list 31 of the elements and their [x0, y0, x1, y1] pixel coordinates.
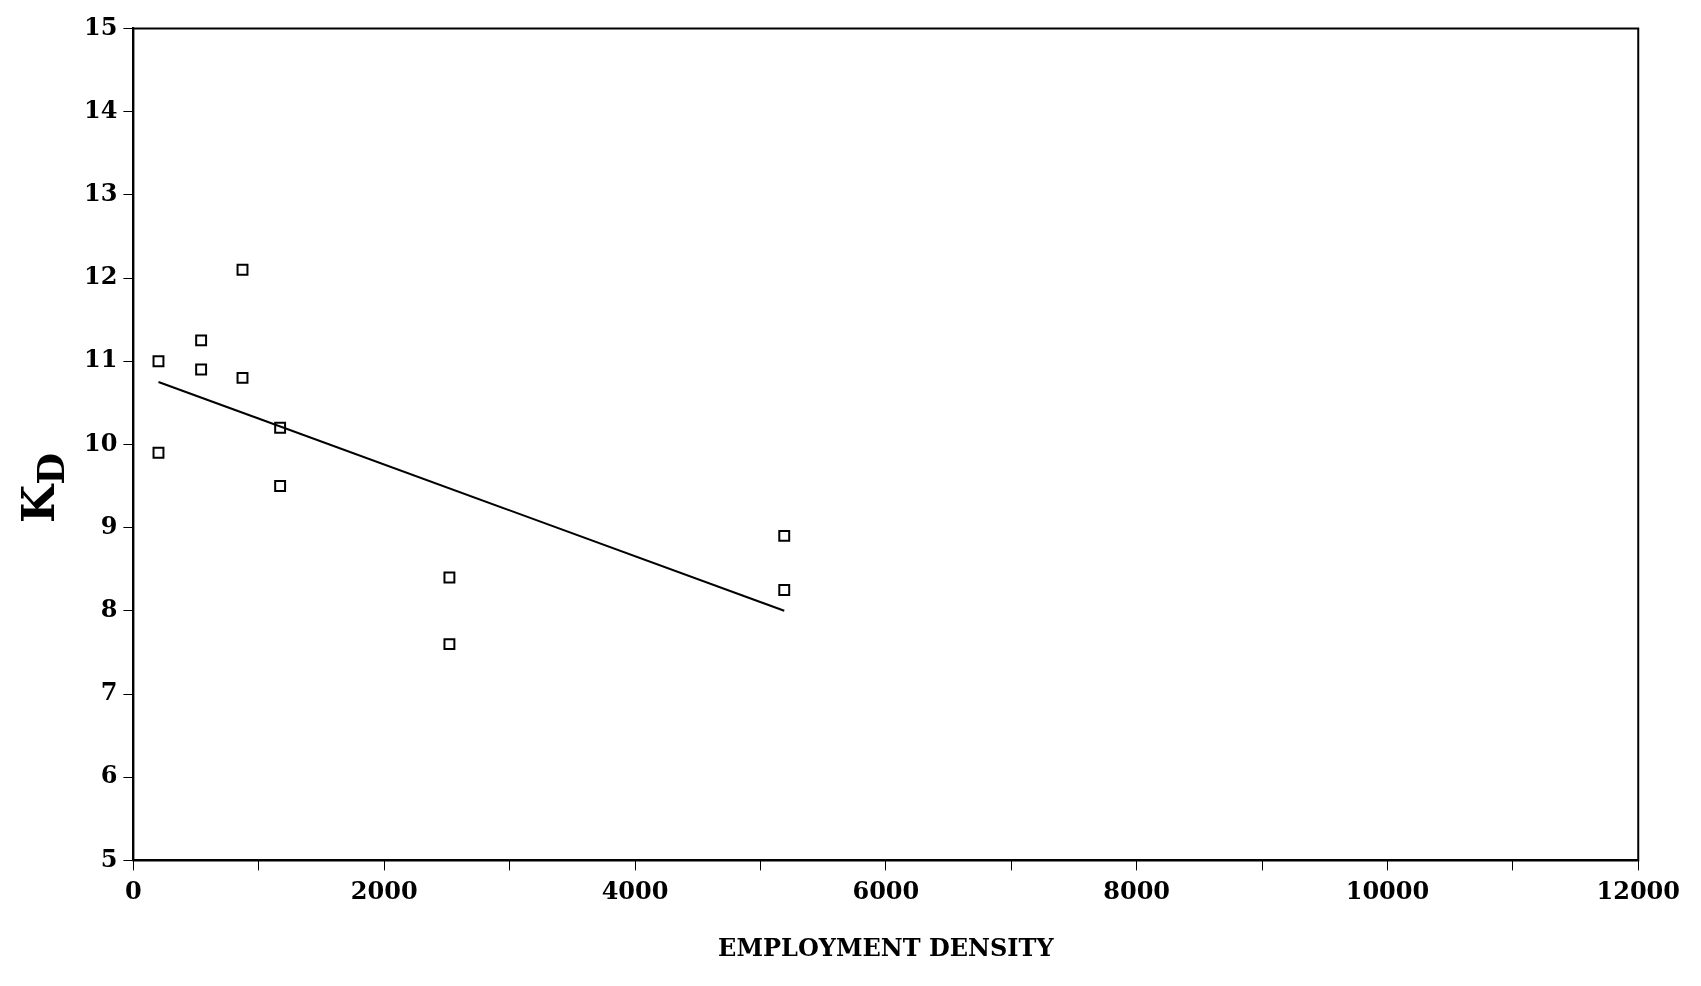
x-tick-label: 6000	[852, 876, 920, 906]
x-tick-label: 8000	[1103, 876, 1171, 906]
point	[152, 355, 165, 368]
x-tick-label: 4000	[601, 876, 669, 906]
y-tick-label: 8	[100, 594, 118, 624]
x-tick-label: 12000	[1596, 876, 1680, 906]
point	[236, 263, 249, 276]
point	[274, 421, 287, 434]
y-tick-label: 6	[100, 760, 118, 790]
point	[778, 529, 791, 542]
y-tick-label: 15	[83, 11, 118, 41]
x-tick-label: 2000	[350, 876, 418, 906]
y-tick-label: 13	[83, 178, 118, 208]
y-tick-label: 12	[83, 261, 118, 291]
x-tick-label: 10000	[1345, 876, 1430, 906]
y-tick-label: 9	[100, 510, 118, 540]
x-tick-label: 0	[125, 876, 142, 906]
point	[195, 334, 208, 347]
y-tick-label: 10	[83, 427, 118, 457]
point	[443, 638, 456, 651]
point	[236, 371, 249, 384]
point	[778, 584, 791, 596]
point	[274, 480, 287, 492]
point	[152, 446, 165, 459]
x-axis-title: EMPLOYMENT DENSITY	[718, 932, 1055, 962]
point	[195, 363, 208, 376]
y-tick-label: 5	[100, 843, 118, 873]
point	[443, 571, 456, 584]
y-tick-label: 14	[83, 94, 118, 124]
y-tick-label: 11	[83, 344, 118, 374]
y-tick-label: 7	[100, 677, 118, 707]
